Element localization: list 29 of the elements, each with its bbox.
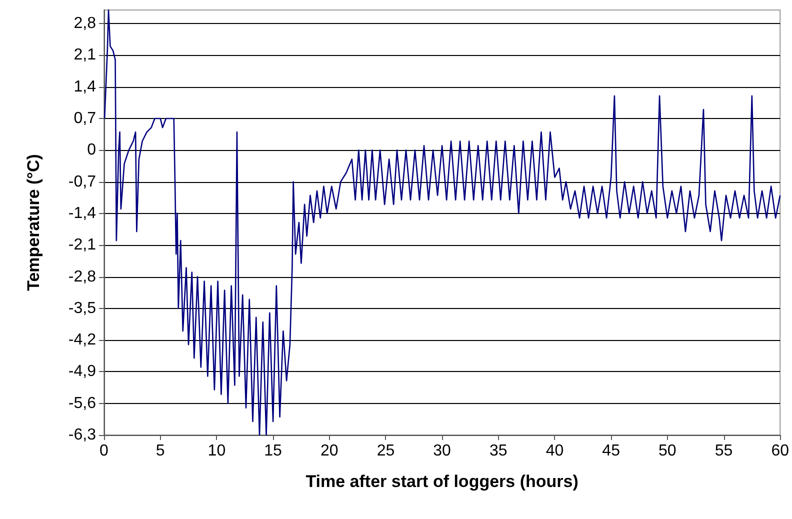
x-tick-label: 35: [489, 442, 508, 460]
x-tick-label: 0: [100, 442, 109, 460]
y-axis-title: Temperature (°C): [24, 154, 43, 291]
y-tick-label: -6,3: [68, 426, 96, 444]
y-tick-label: 2,8: [74, 15, 96, 32]
y-tick-label: -1,4: [68, 204, 96, 222]
x-tick-label: 40: [546, 442, 564, 460]
y-tick-label: -3,5: [68, 300, 96, 317]
y-tick-label: -2,1: [68, 236, 96, 254]
y-tick-label: -4,9: [68, 363, 96, 380]
x-tick-label: 45: [602, 442, 620, 460]
x-tick-label: 10: [208, 442, 226, 460]
y-tick-label: -2,8: [68, 268, 96, 286]
y-tick-label: 2,1: [74, 46, 96, 64]
x-tick-label: 5: [156, 442, 165, 460]
y-tick-label: -4,2: [68, 332, 96, 349]
x-tick-label: 20: [320, 442, 338, 460]
x-axis-title: Time after start of loggers (hours): [306, 472, 578, 491]
x-tick-label: 60: [771, 442, 790, 460]
y-tick-label: 1,4: [74, 78, 96, 96]
x-tick-label: 55: [714, 442, 733, 460]
y-tick-label: -5,6: [68, 394, 96, 412]
x-tick-label: 25: [376, 442, 395, 460]
x-tick-label: 30: [433, 442, 452, 460]
y-tick-label: 0,7: [74, 110, 96, 128]
x-tick-label: 15: [264, 442, 282, 460]
y-tick-label: -0,7: [68, 173, 96, 190]
y-tick-label: 0: [87, 142, 96, 159]
x-tick-label: 50: [658, 442, 676, 460]
